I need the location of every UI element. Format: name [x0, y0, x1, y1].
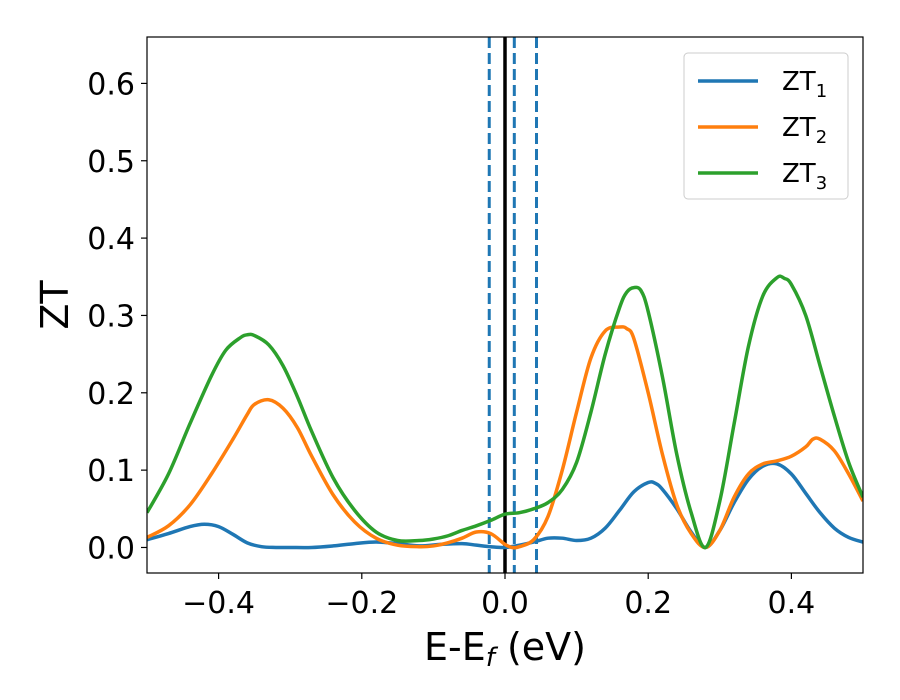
y-tick-label: 0.3	[87, 299, 135, 334]
legend-label-zt3: ZT3	[782, 159, 827, 194]
y-tick-label: 0.1	[87, 454, 135, 489]
x-tick-label: −0.4	[182, 586, 255, 621]
x-tick-label: −0.2	[325, 586, 398, 621]
series-line-zt3	[147, 274, 863, 550]
y-axis: 0.0 0.1 0.2 0.3 0.4 0.5 0.6	[87, 67, 147, 566]
x-axis-label: E-Ef (eV)	[424, 625, 586, 673]
legend-label-zt2: ZT2	[782, 113, 827, 148]
legend-box	[683, 52, 849, 200]
y-tick-label: 0.5	[87, 145, 135, 180]
series-lines	[147, 274, 863, 550]
y-tick-label: 0.6	[87, 67, 135, 102]
y-tick-label: 0.0	[87, 531, 135, 566]
vertical-markers	[487, 37, 539, 573]
legend: ZT1 ZT2 ZT3	[683, 52, 849, 200]
x-tick-label: 0.2	[624, 586, 672, 621]
x-axis: −0.4 −0.2 0.0 0.2 0.4	[182, 573, 815, 621]
x-tick-label: 0.4	[768, 586, 816, 621]
series-line-zt1	[147, 461, 863, 550]
series-line-zt2	[147, 325, 863, 550]
y-axis-label: ZT	[33, 280, 77, 330]
x-tick-label: 0.0	[481, 586, 529, 621]
legend-label-zt1: ZT1	[782, 67, 827, 102]
y-tick-label: 0.2	[87, 377, 135, 412]
y-tick-label: 0.4	[87, 222, 135, 257]
